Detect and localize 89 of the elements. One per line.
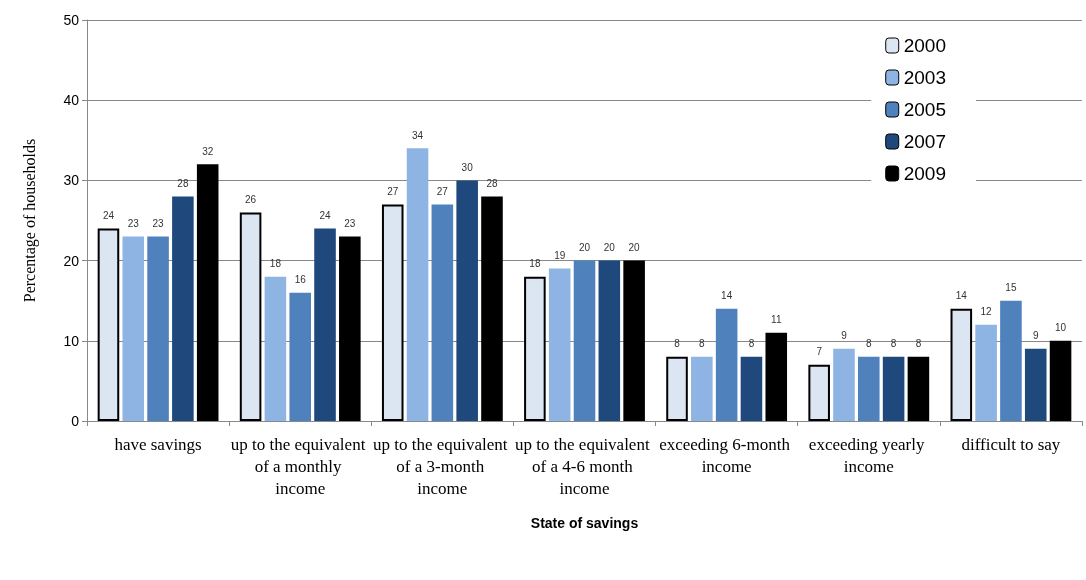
legend-label: 2003 xyxy=(903,67,947,88)
bar xyxy=(381,204,404,421)
bar xyxy=(808,364,830,421)
x-tick-label: exceeding 6-month income xyxy=(659,434,795,476)
data-label: 14 xyxy=(955,290,968,302)
legend-label: 2007 xyxy=(903,131,947,152)
x-tick-label: up to the equivalent of a 4-6 month income xyxy=(515,434,654,498)
data-label: 18 xyxy=(269,258,282,270)
legend-label: 2000 xyxy=(903,35,947,56)
bar xyxy=(1000,300,1022,421)
y-tick-label: 10 xyxy=(63,332,80,349)
x-tick-label: up to the equivalent of a 3-month income xyxy=(372,434,512,498)
x-tick-label: exceeding yearly income xyxy=(808,434,929,476)
data-label: 8 xyxy=(915,338,922,350)
data-label: 34 xyxy=(411,129,424,141)
data-label: 8 xyxy=(890,338,897,350)
bar xyxy=(858,356,880,421)
x-tick-label: up to the equivalent of a monthly income xyxy=(230,434,370,498)
data-label: 12 xyxy=(980,306,993,318)
bar xyxy=(598,260,621,421)
data-label: 8 xyxy=(699,338,706,350)
data-label: 20 xyxy=(603,242,616,254)
bar xyxy=(666,356,688,421)
bar xyxy=(765,332,788,421)
bar xyxy=(314,228,336,421)
data-label: 24 xyxy=(319,210,332,222)
bar xyxy=(122,236,145,421)
bar xyxy=(147,236,169,421)
y-tick-label: 0 xyxy=(71,413,80,429)
legend-label: 2009 xyxy=(903,163,947,184)
bar xyxy=(691,356,713,421)
data-label: 8 xyxy=(866,338,872,350)
bar xyxy=(431,204,454,421)
bar xyxy=(1049,340,1072,421)
bar xyxy=(239,212,262,421)
data-label: 14 xyxy=(721,290,733,302)
data-label: 32 xyxy=(202,145,214,157)
bar xyxy=(481,196,503,421)
bar xyxy=(573,260,596,421)
data-label: 28 xyxy=(177,177,189,189)
data-label: 10 xyxy=(1054,322,1067,334)
y-tick-label: 30 xyxy=(63,172,80,189)
bar xyxy=(833,348,855,421)
bar xyxy=(623,260,645,421)
data-label: 30 xyxy=(461,161,474,173)
bar xyxy=(907,356,930,421)
bar xyxy=(264,276,287,421)
data-label: 24 xyxy=(102,210,115,222)
data-label: 16 xyxy=(294,274,307,286)
data-label: 15 xyxy=(1005,282,1017,294)
data-label: 20 xyxy=(578,242,591,254)
y-tick-label: 50 xyxy=(63,12,80,28)
data-label: 26 xyxy=(245,193,257,205)
bar xyxy=(456,180,478,421)
data-label: 27 xyxy=(387,185,399,197)
bar xyxy=(196,164,219,421)
data-label: 27 xyxy=(436,185,449,197)
legend-label: 2005 xyxy=(903,99,947,120)
data-label: 9 xyxy=(1032,330,1039,342)
data-label: 28 xyxy=(486,177,498,189)
data-label: 19 xyxy=(554,250,566,262)
y-tick-label: 20 xyxy=(63,252,80,269)
data-label: 23 xyxy=(127,218,140,230)
bar xyxy=(740,356,763,421)
data-label: 20 xyxy=(628,242,641,254)
bar xyxy=(975,324,997,421)
x-axis-title: State of savings xyxy=(530,515,639,531)
x-tick-label: have savings xyxy=(114,434,202,454)
y-axis-title: Percentage of households xyxy=(20,138,39,303)
bar xyxy=(950,308,973,421)
bar xyxy=(715,308,738,421)
bar xyxy=(524,276,546,421)
bar xyxy=(548,268,571,421)
data-label: 23 xyxy=(344,218,356,230)
bar xyxy=(406,148,429,421)
data-label: 18 xyxy=(529,258,541,270)
x-tick-label: difficult to say xyxy=(961,434,1061,454)
data-label: 11 xyxy=(771,314,782,326)
bar xyxy=(172,196,194,421)
data-label: 8 xyxy=(748,338,755,350)
data-label: 23 xyxy=(152,218,165,230)
data-label: 7 xyxy=(816,346,823,358)
bar xyxy=(339,236,361,421)
bar xyxy=(289,292,311,421)
bar xyxy=(1024,348,1047,421)
y-tick-label: 40 xyxy=(63,92,80,109)
bar xyxy=(882,356,905,421)
data-label: 9 xyxy=(841,330,848,342)
bar xyxy=(97,228,120,421)
